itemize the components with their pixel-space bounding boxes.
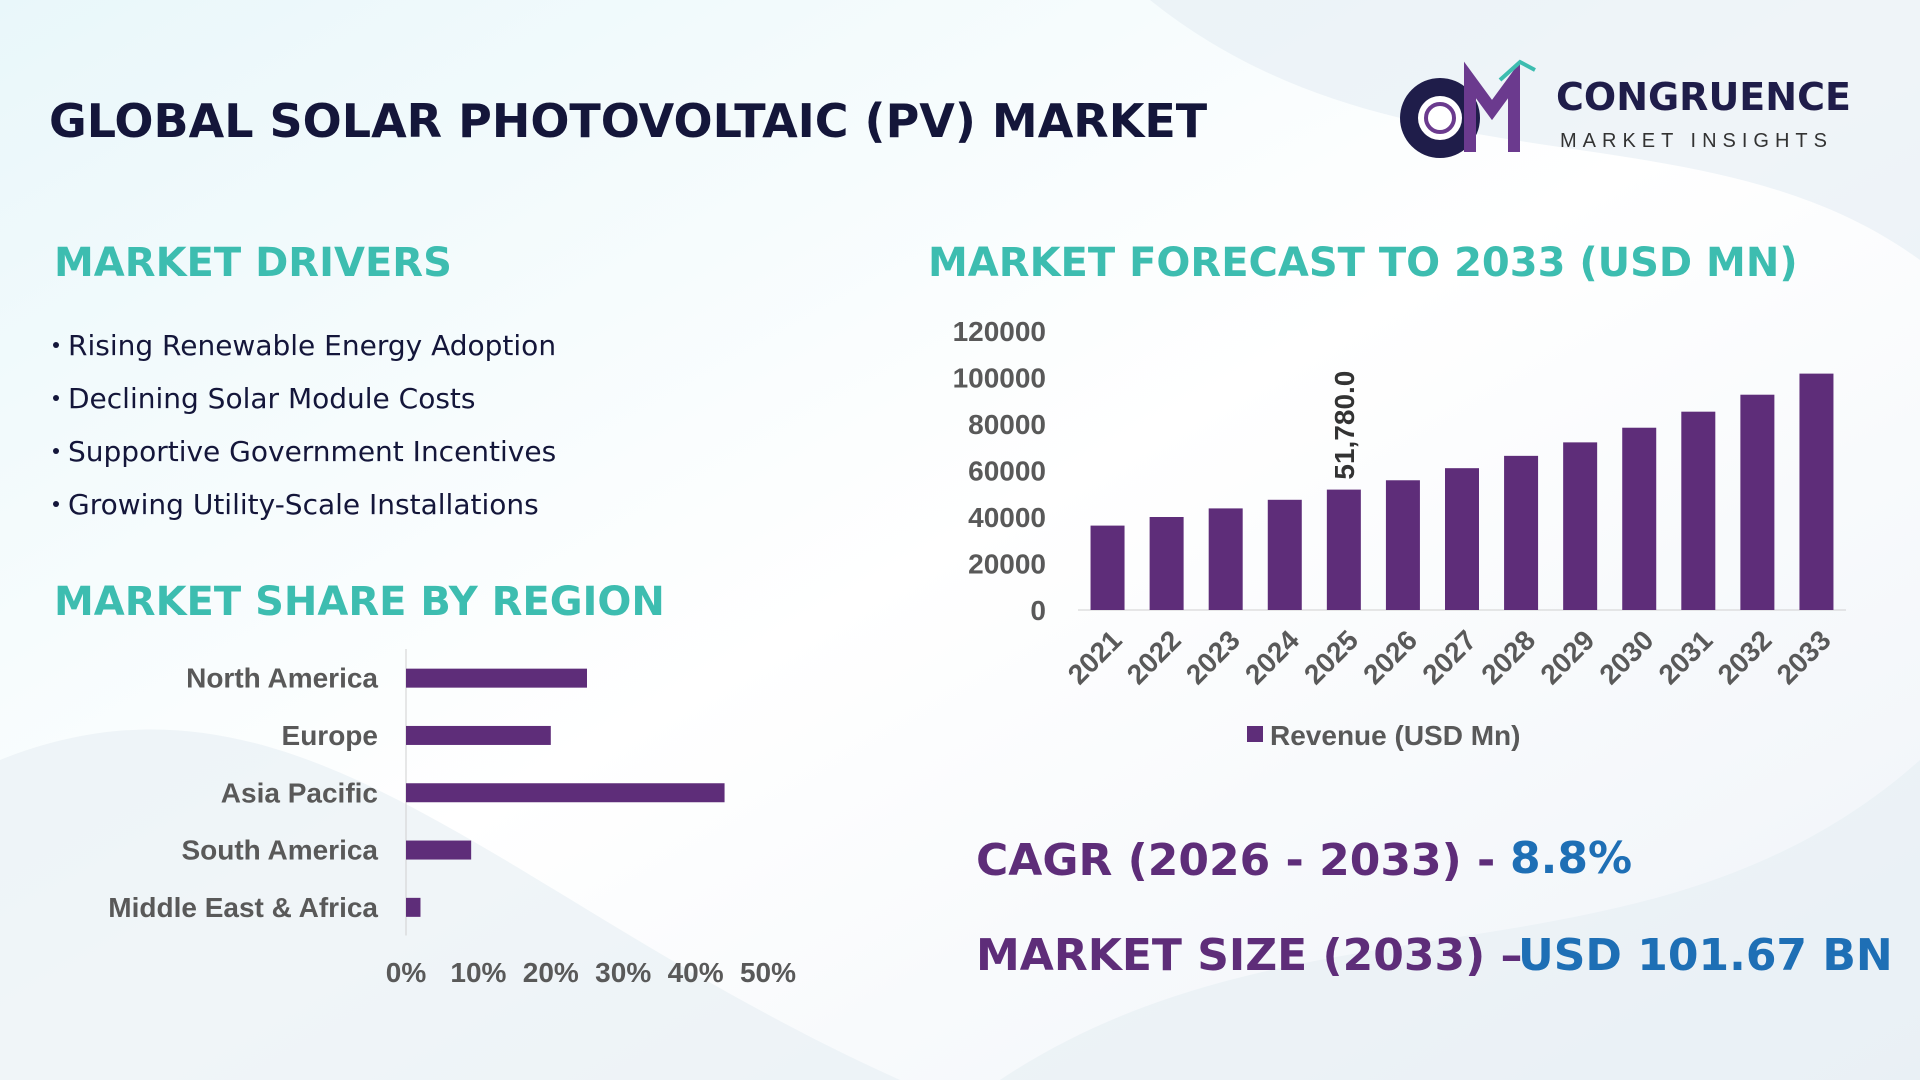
bullet-dot [53,395,59,401]
logo-name: CONGRUENCE [1556,75,1851,119]
section-title: MARKET SHARE BY REGION [54,579,665,625]
bar [406,725,551,745]
data-label: 51,780.0 [1329,371,1360,480]
page-title: GLOBAL SOLAR PHOTOVOLTAIC (PV) MARKET [49,94,1208,148]
logo-m [1464,61,1520,152]
drivers-list: Rising Renewable Energy Adoption Declinin… [53,329,556,521]
logo-tagline: MARKET INSIGHTS [1560,130,1833,152]
decor-wave [1150,0,1920,260]
bar [1622,427,1657,610]
bar [1385,480,1420,610]
stat-value: USD 101.67 BN [1518,930,1893,981]
bar [1208,508,1243,610]
x-tick-label: 30% [595,957,651,988]
bar [406,897,421,917]
driver-item: Declining Solar Module Costs [68,382,476,415]
stat-value: 8.8% [1510,833,1632,884]
bar [1740,394,1775,610]
y-tick-label: 40000 [968,502,1046,533]
y-tick-label: 100000 [953,363,1046,394]
bar [406,783,725,803]
bar [1149,517,1184,610]
bar [1563,442,1598,610]
legend-label: Revenue (USD Mn) [1270,720,1520,751]
bar [1267,499,1302,610]
logo: CONGRUENCE MARKET INSIGHTS [1400,59,1851,158]
bar [1326,489,1361,610]
driver-item: Rising Renewable Energy Adoption [68,329,556,362]
logo-globe [1424,102,1456,134]
bullet-dot [53,448,59,454]
x-tick-label: 40% [668,957,724,988]
bullet-dot [53,342,59,348]
x-tick-label: 10% [450,957,506,988]
stat-label: CAGR (2026 - 2033) - [976,835,1495,886]
y-tick-label: 20000 [968,549,1046,580]
bar [1681,411,1716,610]
stat-label: MARKET SIZE (2033) – [976,930,1523,981]
x-tick-label: 0% [386,957,427,988]
y-tick-label: Middle East & Africa [108,892,378,923]
y-tick-label: Asia Pacific [221,777,378,808]
y-tick-label: North America [186,663,378,694]
section-title: MARKET FORECAST TO 2033 (USD MN) [928,240,1798,286]
y-tick-label: 0 [1030,595,1046,626]
bar [1799,373,1834,610]
y-tick-label: South America [181,835,378,866]
logo-arrow [1498,59,1536,82]
legend-swatch [1247,726,1263,742]
driver-item: Growing Utility-Scale Installations [68,488,539,521]
driver-item: Supportive Government Incentives [68,435,556,468]
bar [406,668,587,688]
bar [1090,525,1125,610]
y-tick-label: 80000 [968,409,1046,440]
bar [1445,468,1479,610]
decor-wave [1000,760,1920,1080]
section-title: MARKET DRIVERS [54,240,452,286]
decor-wave [0,729,900,1080]
x-tick-label: 50% [740,957,796,988]
bullet-dot [53,501,59,507]
y-tick-label: 120000 [953,316,1046,347]
y-tick-label: Europe [282,720,378,751]
bar [1504,455,1539,610]
x-tick-label: 20% [523,957,579,988]
bar [406,840,472,860]
y-tick-label: 60000 [968,456,1046,487]
